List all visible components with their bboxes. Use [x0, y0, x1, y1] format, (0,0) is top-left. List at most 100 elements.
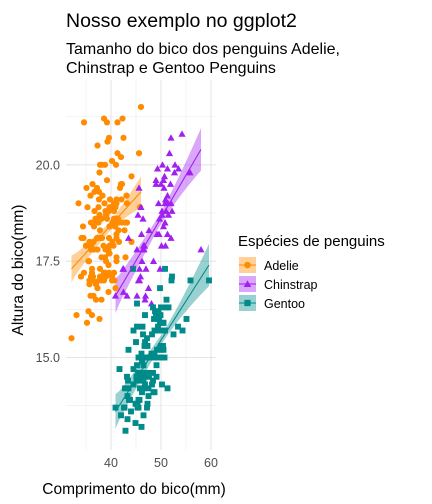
data-point-gentoo — [139, 323, 146, 330]
data-point-adelie — [94, 285, 101, 292]
data-point-adelie — [98, 161, 106, 168]
y-tick-label: 15.0 — [36, 351, 60, 365]
data-point-chinstrap — [135, 276, 144, 284]
data-point-chinstrap — [164, 211, 173, 218]
data-point-adelie — [105, 134, 113, 141]
data-point-chinstrap — [139, 215, 147, 222]
data-point-chinstrap — [133, 292, 141, 299]
data-point-adelie — [95, 219, 102, 226]
data-point-adelie — [122, 254, 129, 261]
data-point-adelie — [87, 246, 95, 253]
data-point-chinstrap — [156, 265, 164, 272]
data-point-gentoo — [148, 350, 155, 357]
data-point-gentoo — [183, 316, 190, 322]
data-point-adelie — [103, 215, 111, 222]
data-point-adelie — [88, 312, 96, 319]
data-point-chinstrap — [167, 234, 175, 241]
data-point-adelie — [137, 103, 145, 111]
data-point-chinstrap — [138, 257, 146, 264]
data-point-gentoo — [136, 396, 143, 403]
data-point-gentoo — [144, 400, 151, 407]
data-point-chinstrap — [157, 242, 166, 249]
y-axis-title: Altura do bico(mm) — [10, 205, 27, 336]
data-point-adelie — [123, 219, 131, 226]
data-point-gentoo — [133, 339, 139, 346]
x-tick-label: 60 — [204, 456, 218, 470]
data-point-gentoo — [160, 346, 167, 353]
data-point-adelie — [101, 200, 108, 207]
data-point-gentoo — [187, 277, 194, 284]
data-point-chinstrap — [123, 292, 131, 299]
data-point-chinstrap — [158, 211, 166, 218]
data-point-chinstrap — [160, 172, 169, 180]
data-point-chinstrap — [163, 230, 172, 238]
data-point-gentoo — [130, 381, 137, 388]
data-point-gentoo — [139, 377, 145, 384]
data-point-chinstrap — [157, 180, 165, 187]
data-point-gentoo — [128, 408, 134, 415]
data-point-adelie — [105, 288, 112, 296]
data-point-adelie — [113, 234, 120, 242]
data-point-gentoo — [151, 316, 157, 322]
data-point-gentoo — [122, 385, 128, 392]
chart-subtitle-line-1: Tamanho do bico dos penguins Adelie, — [66, 41, 340, 58]
data-point-adelie — [91, 207, 98, 215]
regression-line-chinstrap — [115, 149, 202, 297]
data-point-adelie — [100, 242, 107, 249]
data-point-gentoo — [130, 265, 136, 272]
data-point-adelie — [114, 150, 121, 157]
data-point-adelie — [85, 258, 93, 265]
data-point-chinstrap — [178, 130, 186, 137]
data-point-chinstrap — [141, 296, 149, 303]
chart-subtitle-line-2: Chinstrap e Gentoo Penguins — [66, 60, 276, 77]
data-point-chinstrap — [165, 149, 174, 157]
data-point-chinstrap — [119, 265, 128, 272]
x-axis-title: Comprimento do bico(mm) — [42, 481, 225, 498]
legend: Espécies de penguins Adelie Chinstrap Ge… — [238, 233, 385, 311]
data-point-chinstrap — [154, 199, 163, 207]
data-point-gentoo — [164, 385, 171, 392]
data-point-adelie — [92, 296, 100, 303]
data-point-chinstrap — [133, 246, 141, 253]
data-point-adelie — [96, 169, 103, 176]
data-point-gentoo — [150, 354, 157, 361]
data-point-gentoo — [121, 404, 128, 411]
data-point-gentoo — [142, 381, 148, 388]
data-point-adelie — [96, 227, 104, 234]
regression-line-gentoo — [115, 264, 210, 412]
data-point-gentoo — [142, 312, 148, 319]
data-point-gentoo — [124, 393, 131, 399]
data-point-adelie — [121, 227, 128, 234]
data-point-adelie — [94, 142, 101, 149]
data-point-gentoo — [151, 327, 158, 334]
data-point-adelie — [73, 312, 80, 319]
data-point-chinstrap — [171, 161, 179, 168]
data-point-gentoo — [145, 385, 152, 392]
data-point-chinstrap — [137, 203, 145, 211]
data-point-gentoo — [162, 265, 168, 272]
data-point-gentoo — [158, 304, 164, 311]
data-point-chinstrap — [137, 230, 146, 238]
data-point-adelie — [111, 277, 118, 284]
data-point-adelie — [80, 119, 88, 126]
data-point-gentoo — [150, 389, 157, 396]
data-point-adelie — [123, 192, 130, 199]
data-point-adelie — [102, 273, 110, 280]
data-point-gentoo — [134, 300, 140, 307]
data-point-gentoo — [137, 385, 143, 392]
data-point-gentoo — [157, 319, 163, 326]
data-point-gentoo — [138, 350, 145, 357]
data-point-gentoo — [134, 404, 141, 411]
data-point-gentoo — [156, 316, 162, 322]
data-point-gentoo — [122, 427, 129, 434]
data-point-gentoo — [150, 377, 156, 384]
data-point-gentoo — [140, 354, 146, 361]
data-point-gentoo — [155, 323, 161, 330]
data-point-chinstrap — [166, 180, 175, 187]
data-point-adelie — [115, 227, 122, 234]
data-point-gentoo — [132, 420, 139, 426]
data-point-adelie — [98, 254, 105, 261]
data-point-adelie — [112, 161, 120, 168]
data-point-chinstrap — [161, 199, 169, 207]
